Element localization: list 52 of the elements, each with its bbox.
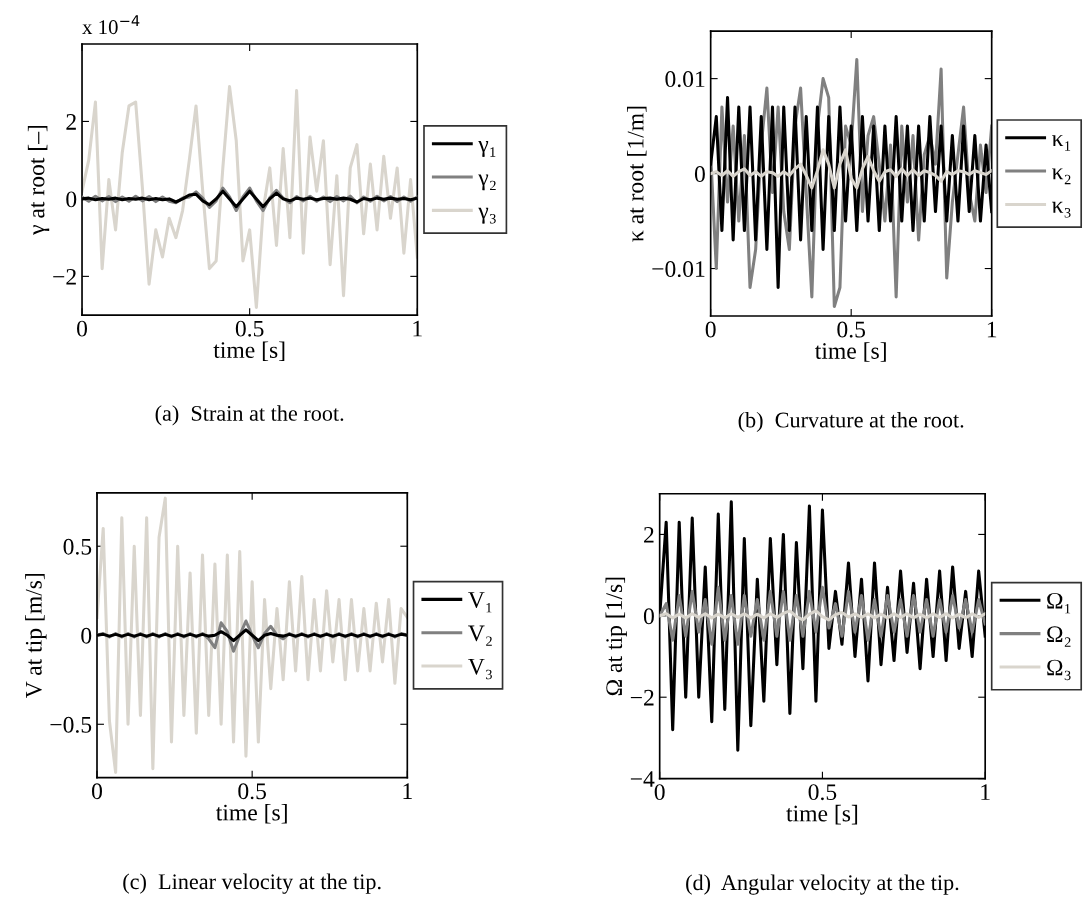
y-tick-label: 0 <box>643 608 654 625</box>
line-series <box>97 496 408 774</box>
legend-label: γ₃ <box>478 207 496 224</box>
line-series <box>710 148 992 190</box>
y-tick-label: −4 <box>630 771 655 787</box>
line-series <box>659 609 986 622</box>
legend-label: κ₃ <box>1052 201 1071 218</box>
x-axis-title: time [s] <box>786 804 858 825</box>
x-tick-label: 1 <box>987 321 997 338</box>
y-tick-label: 0 <box>81 627 92 644</box>
x-tick-label: 0.5 <box>235 320 264 337</box>
legend-label: Ω₁ <box>1047 592 1071 614</box>
y-tick-label: 0.5 <box>63 538 92 555</box>
legend-label: V₃ <box>468 658 492 680</box>
legend-label: κ₂ <box>1052 168 1071 185</box>
x-axis-title: time [s] <box>815 342 886 362</box>
x-axis-title: time [s] <box>213 341 285 361</box>
x-tick-label: 0.5 <box>837 321 866 338</box>
x-tick-label: 0 <box>705 321 716 338</box>
text: (d) Angular velocity at the tip. <box>686 874 959 895</box>
x-tick-label: 1 <box>413 320 422 337</box>
x-tick-label: 0.5 <box>808 784 837 801</box>
legend-label: Ω₃ <box>1047 659 1071 681</box>
y-tick-label: 2 <box>644 526 654 543</box>
y-tick-label: 0 <box>694 166 705 183</box>
x-axis-title: time [s] <box>216 803 287 824</box>
legend-label: V₁ <box>468 592 492 613</box>
y-axis-title: γ at root [–] <box>27 125 50 235</box>
text: (c) Linear velocity at the tip. <box>123 873 381 894</box>
x-tick-label: 1 <box>981 784 990 800</box>
legend-label: Ω₂ <box>1047 626 1071 647</box>
y-tick-label: −2 <box>630 689 654 706</box>
y-tick-label: −0.5 <box>50 716 92 733</box>
x-tick-label: 1 <box>403 783 412 799</box>
y-tick-label: −2 <box>53 268 76 285</box>
text: x 10$^{−4}$ <box>82 15 140 35</box>
legend-label: V₂ <box>468 625 492 646</box>
y-axis-title: κ at root [1/m] <box>626 106 647 242</box>
y-axis-title: V at tip [m/s] <box>25 573 47 699</box>
y-tick-label: −0.01 <box>652 261 705 278</box>
legend-label: κ₁ <box>1052 135 1071 151</box>
y-axis-title: Ω at tip [1/s] <box>605 577 627 696</box>
y-tick-label: 0.01 <box>665 71 705 88</box>
y-tick-label: 2 <box>66 113 76 130</box>
legend-label: γ₂ <box>478 174 496 191</box>
text: (b) Curvature at the root. <box>738 411 964 433</box>
y-tick-label: 0 <box>66 191 77 208</box>
x-tick-label: 0.5 <box>238 783 266 800</box>
legend-label: γ₁ <box>478 141 496 157</box>
line-series <box>659 585 986 646</box>
line-series <box>82 85 418 309</box>
text: (a) Strain at the root. <box>155 405 344 426</box>
